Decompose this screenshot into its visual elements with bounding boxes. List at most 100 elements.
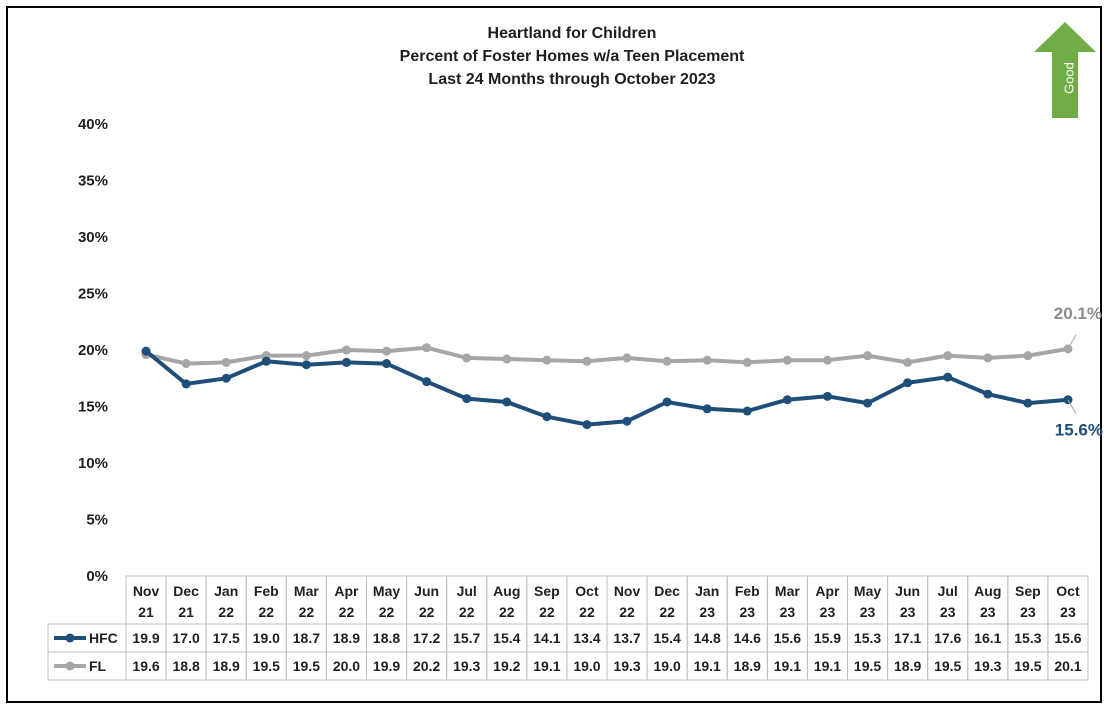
hfc-point	[181, 379, 191, 389]
hfc-point	[742, 406, 752, 416]
series-lines: 15.6% 20.1%	[141, 304, 1103, 440]
hfc-point	[382, 359, 392, 369]
category-year: 23	[980, 604, 996, 620]
category-month: Sep	[1015, 583, 1041, 599]
hfc-point	[542, 412, 552, 422]
fl-point	[943, 351, 953, 361]
y-axis-ticks: 0% 5% 10% 15% 20% 25% 30% 35% 40%	[78, 116, 108, 585]
category-month: Jun	[414, 583, 439, 599]
fl-point	[903, 357, 913, 367]
hfc-value-label: 14.6	[734, 630, 761, 646]
category-year: 23	[940, 604, 956, 620]
chart-title-line-2: Percent of Foster Homes w/a Teen Placeme…	[400, 48, 745, 65]
line-chart: Heartland for Children Percent of Foster …	[47, 22, 1103, 681]
fl-value-cell	[1047, 651, 1089, 681]
fl-value-label: 18.9	[894, 658, 921, 674]
fl-value-label: 19.9	[373, 658, 400, 674]
fl-point	[382, 346, 392, 356]
category-month: Feb	[735, 583, 760, 599]
y-tick-label: 5%	[86, 512, 108, 529]
category-year: 23	[1020, 604, 1036, 620]
hfc-point	[903, 378, 913, 388]
fl-value-label: 19.3	[613, 658, 640, 674]
fl-value-label: 20.2	[413, 658, 440, 674]
hfc-value-label: 15.6	[1054, 630, 1081, 646]
y-tick-label: 10%	[78, 455, 108, 472]
fl-point	[983, 353, 993, 363]
y-tick-label: 40%	[78, 116, 108, 133]
y-tick-label: 20%	[78, 342, 108, 359]
fl-value-label: 20.1	[1054, 658, 1081, 674]
category-year: 22	[539, 604, 555, 620]
hfc-point	[141, 346, 151, 356]
hfc-value-label: 13.7	[613, 630, 640, 646]
category-year: 22	[419, 604, 435, 620]
category-month: Nov	[614, 583, 641, 599]
category-month: Oct	[575, 583, 599, 599]
fl-label-leader	[1067, 334, 1077, 350]
hfc-value-label: 17.5	[213, 630, 240, 646]
chart-title-line-3: Last 24 Months through October 2023	[428, 71, 715, 88]
category-month: Aug	[974, 583, 1001, 599]
category-year: 21	[138, 604, 154, 620]
hfc-value-label: 17.2	[413, 630, 440, 646]
fl-legend-label: FL	[89, 658, 107, 674]
hfc-value-label: 17.1	[894, 630, 921, 646]
fl-point	[221, 357, 231, 367]
hfc-point	[1023, 398, 1033, 408]
hfc-value-label: 18.9	[333, 630, 360, 646]
fl-point	[822, 355, 832, 365]
category-month: Dec	[173, 583, 199, 599]
category-month: Mar	[294, 583, 319, 599]
fl-value-label: 19.5	[1014, 658, 1041, 674]
hfc-point	[301, 360, 311, 370]
hfc-value-label: 15.4	[493, 630, 520, 646]
y-tick-label: 30%	[78, 229, 108, 246]
fl-value-label: 18.8	[173, 658, 200, 674]
hfc-legend-marker	[65, 633, 75, 643]
fl-value-label: 19.5	[854, 658, 881, 674]
hfc-point	[261, 356, 271, 366]
category-year: 23	[900, 604, 916, 620]
fl-value-label: 18.9	[734, 658, 761, 674]
category-month: Jan	[214, 583, 238, 599]
hfc-value-label: 19.9	[132, 630, 159, 646]
fl-point	[863, 351, 873, 361]
hfc-point	[422, 377, 432, 387]
hfc-label-leader	[1067, 399, 1077, 414]
category-year: 22	[459, 604, 475, 620]
fl-value-label: 19.5	[934, 658, 961, 674]
fl-end-label: 20.1%	[1054, 304, 1102, 323]
hfc-point	[943, 372, 953, 382]
hfc-value-label: 14.1	[533, 630, 560, 646]
category-month: Sep	[534, 583, 560, 599]
hfc-value-label: 15.7	[453, 630, 480, 646]
hfc-point	[782, 395, 792, 405]
category-year: 22	[499, 604, 515, 620]
hfc-point	[983, 389, 993, 399]
category-month: Mar	[775, 583, 800, 599]
fl-point	[782, 355, 792, 365]
category-month: Jul	[938, 583, 958, 599]
fl-value-label: 19.3	[974, 658, 1001, 674]
category-year: 23	[780, 604, 796, 620]
y-tick-label: 25%	[78, 286, 108, 303]
fl-value-label: 19.2	[493, 658, 520, 674]
hfc-value-label: 18.8	[373, 630, 400, 646]
fl-value-label: 19.3	[453, 658, 480, 674]
category-year: 23	[740, 604, 756, 620]
data-table: Nov 21 Dec 21 Jan 22 Feb 22 Mar 22 Apr 22 May 22 Jun 22…	[47, 575, 1089, 681]
category-year: 23	[1060, 604, 1076, 620]
category-year: 22	[659, 604, 675, 620]
category-month: Jan	[695, 583, 719, 599]
fl-value-label: 19.5	[253, 658, 280, 674]
category-month: Nov	[133, 583, 160, 599]
fl-legend-marker	[65, 661, 75, 671]
category-year: 23	[699, 604, 715, 620]
hfc-value-label: 19.0	[253, 630, 280, 646]
hfc-value-label: 17.0	[173, 630, 200, 646]
fl-point	[181, 359, 191, 369]
category-year: 22	[218, 604, 234, 620]
hfc-series-line	[144, 349, 1069, 427]
category-month: Apr	[815, 583, 840, 599]
